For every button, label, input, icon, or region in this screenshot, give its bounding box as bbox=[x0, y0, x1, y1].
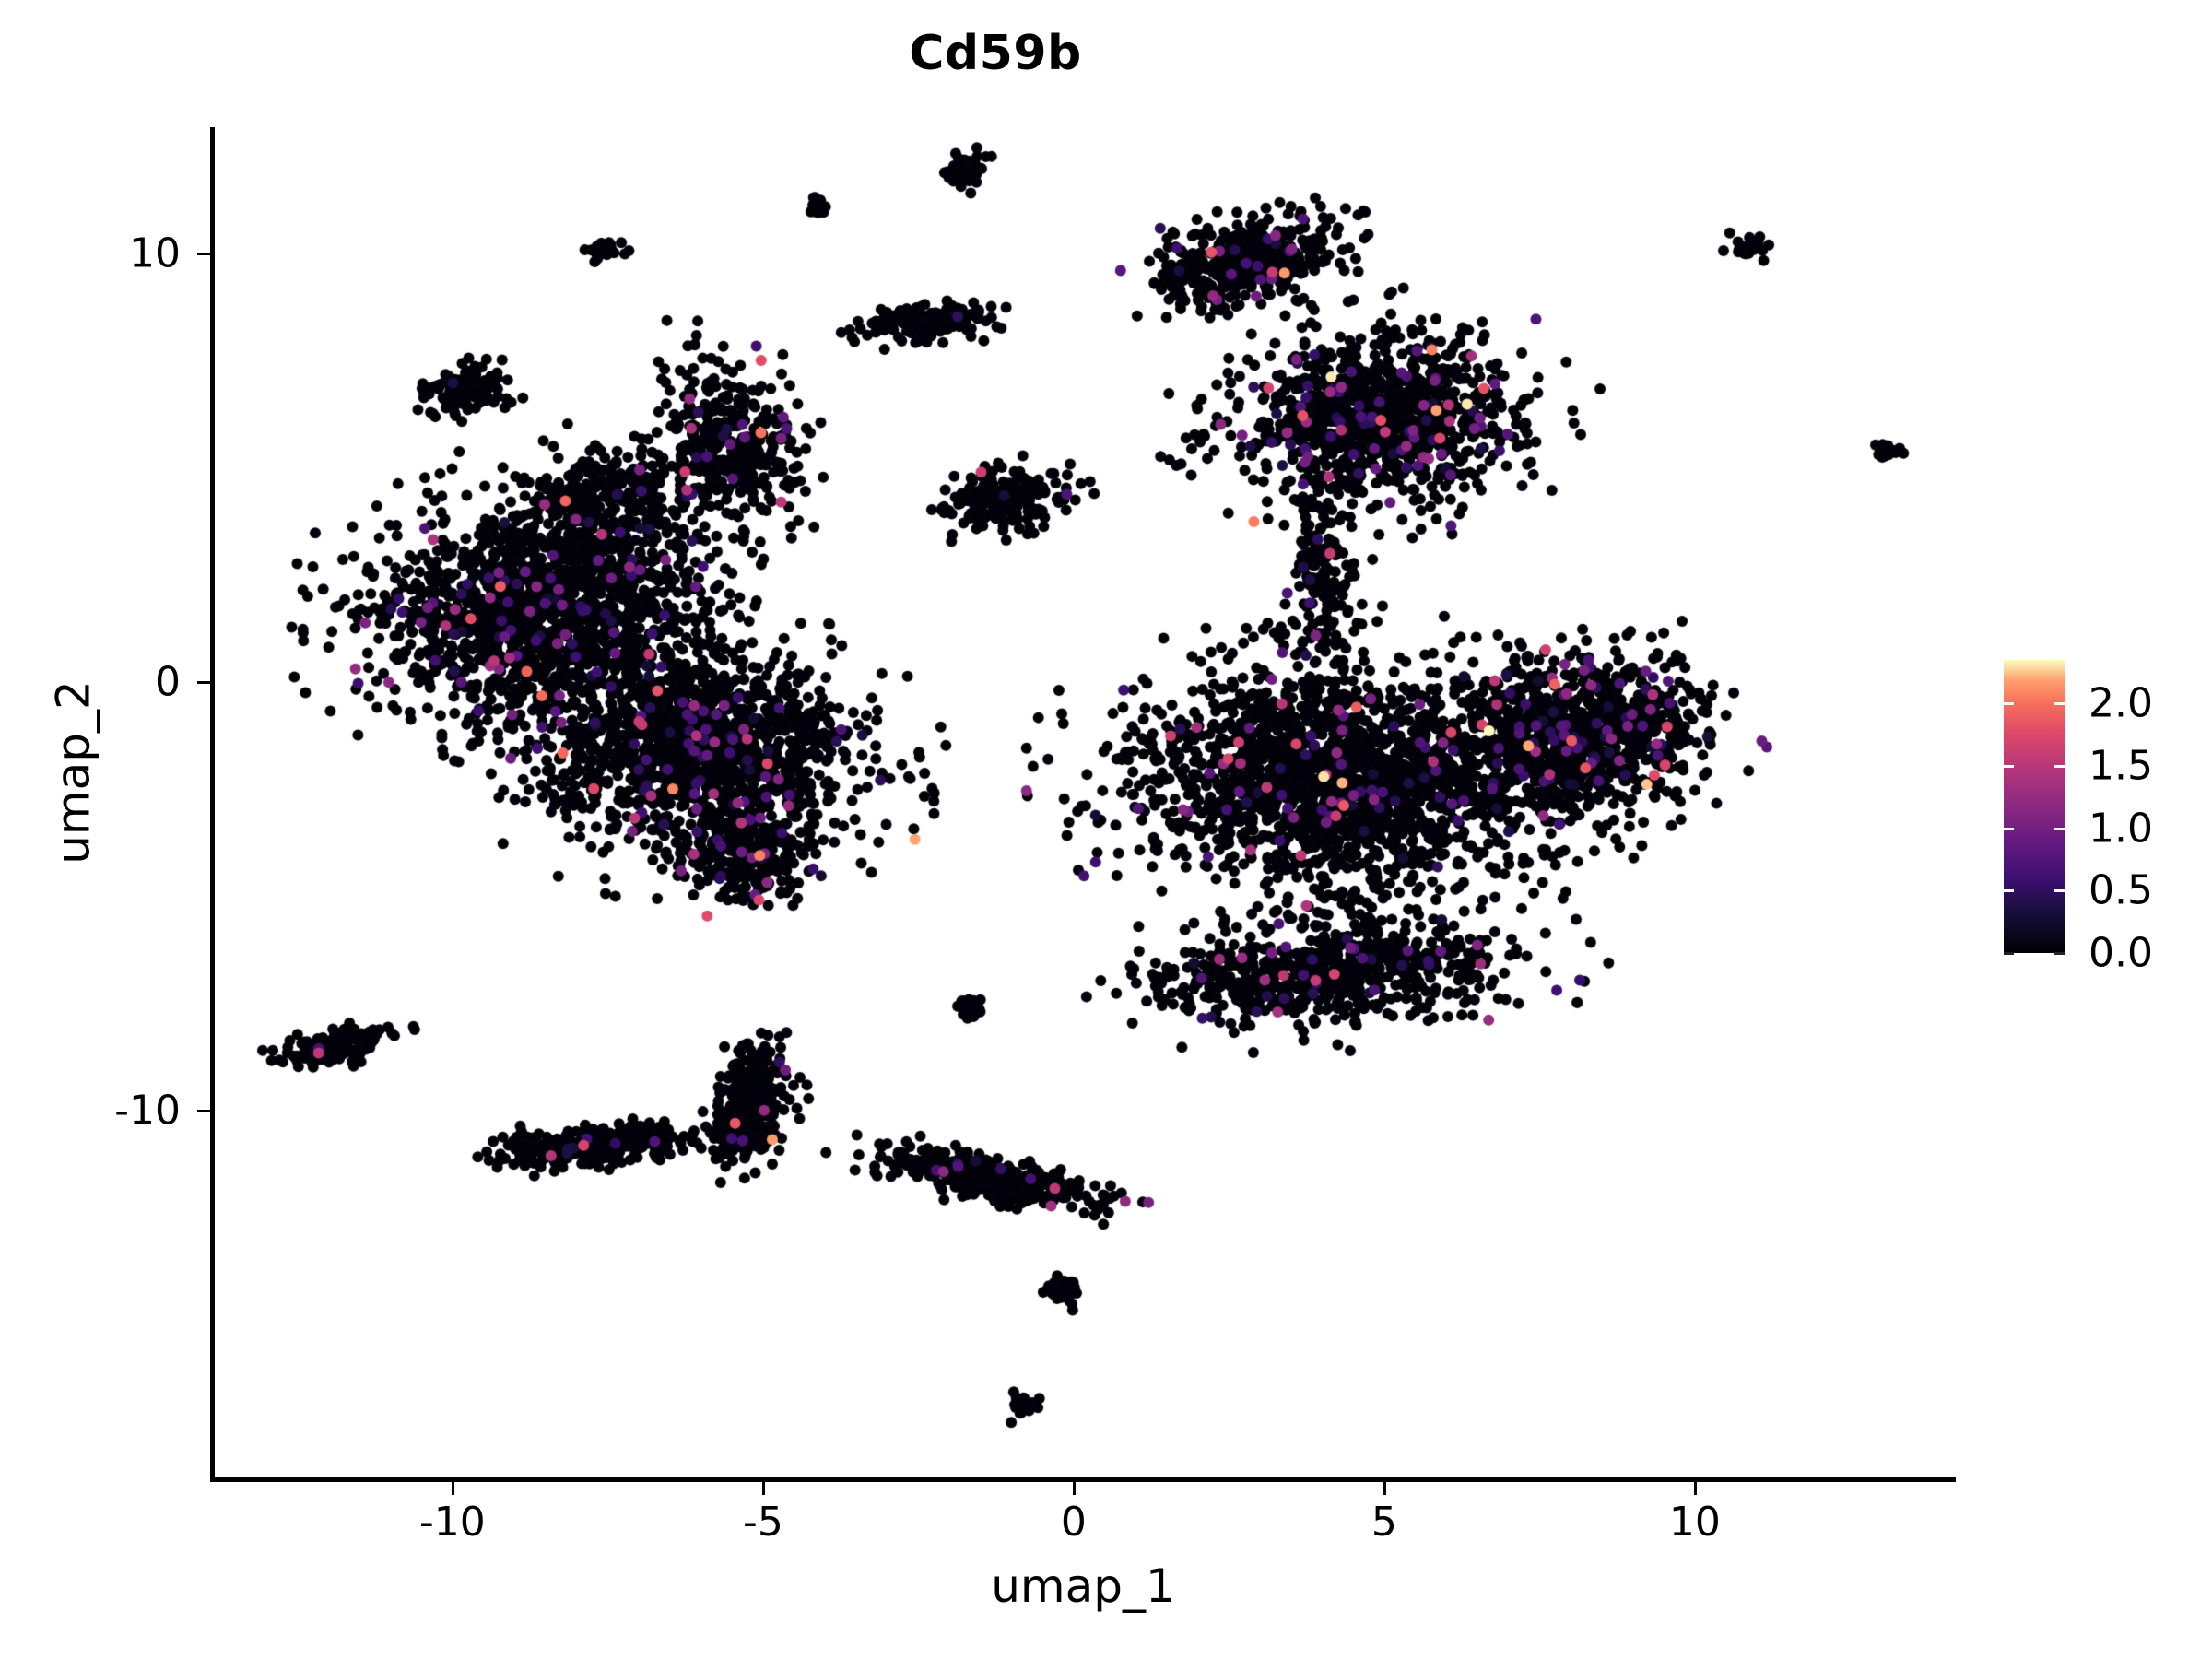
colorbar-tick-mark bbox=[2054, 765, 2065, 769]
y-axis-spine bbox=[210, 127, 215, 1482]
x-tick-label: 10 bbox=[1668, 1499, 1721, 1546]
colorbar-tick-mark bbox=[2004, 952, 2014, 955]
colorbar-tick-mark bbox=[2004, 702, 2014, 706]
colorbar-tick-mark bbox=[2004, 827, 2014, 830]
x-tick-label: 5 bbox=[1371, 1499, 1397, 1546]
colorbar-tick-label: 1.0 bbox=[2088, 805, 2153, 853]
x-tick-mark bbox=[451, 1482, 454, 1495]
scatter-plot-canvas[interactable] bbox=[210, 129, 1956, 1479]
colorbar-tick-label: 0.5 bbox=[2088, 866, 2153, 914]
x-axis-spine bbox=[210, 1477, 1956, 1482]
x-tick-mark bbox=[761, 1482, 765, 1495]
x-tick-mark bbox=[1693, 1482, 1697, 1495]
y-tick-label: 0 bbox=[155, 658, 181, 706]
colorbar-tick-label: 0.0 bbox=[2088, 929, 2153, 977]
colorbar-tick-mark bbox=[2054, 889, 2065, 893]
y-tick-mark bbox=[197, 1110, 210, 1113]
x-tick-mark bbox=[1382, 1482, 1386, 1495]
colorbar-tick-label: 1.5 bbox=[2088, 742, 2153, 790]
y-axis-label: umap_2 bbox=[46, 680, 100, 865]
colorbar-tick-mark bbox=[2004, 889, 2014, 893]
colorbar-tick-mark bbox=[2004, 765, 2014, 769]
y-tick-label: -10 bbox=[114, 1087, 181, 1135]
page-title: Cd59b bbox=[909, 26, 1082, 81]
colorbar-gradient bbox=[2004, 660, 2065, 953]
y-tick-label: 10 bbox=[129, 229, 181, 277]
x-tick-mark bbox=[1072, 1482, 1076, 1495]
x-axis-label: umap_1 bbox=[991, 1559, 1175, 1613]
y-tick-mark bbox=[197, 252, 210, 255]
y-tick-mark bbox=[197, 680, 210, 684]
x-tick-label: -5 bbox=[742, 1499, 783, 1546]
colorbar[interactable] bbox=[2004, 660, 2065, 953]
colorbar-tick-label: 2.0 bbox=[2088, 679, 2153, 727]
colorbar-tick-mark bbox=[2054, 827, 2065, 830]
colorbar-tick-mark bbox=[2054, 952, 2065, 955]
x-tick-label: 0 bbox=[1060, 1499, 1087, 1546]
x-tick-label: -10 bbox=[418, 1499, 486, 1546]
colorbar-tick-mark bbox=[2054, 702, 2065, 706]
